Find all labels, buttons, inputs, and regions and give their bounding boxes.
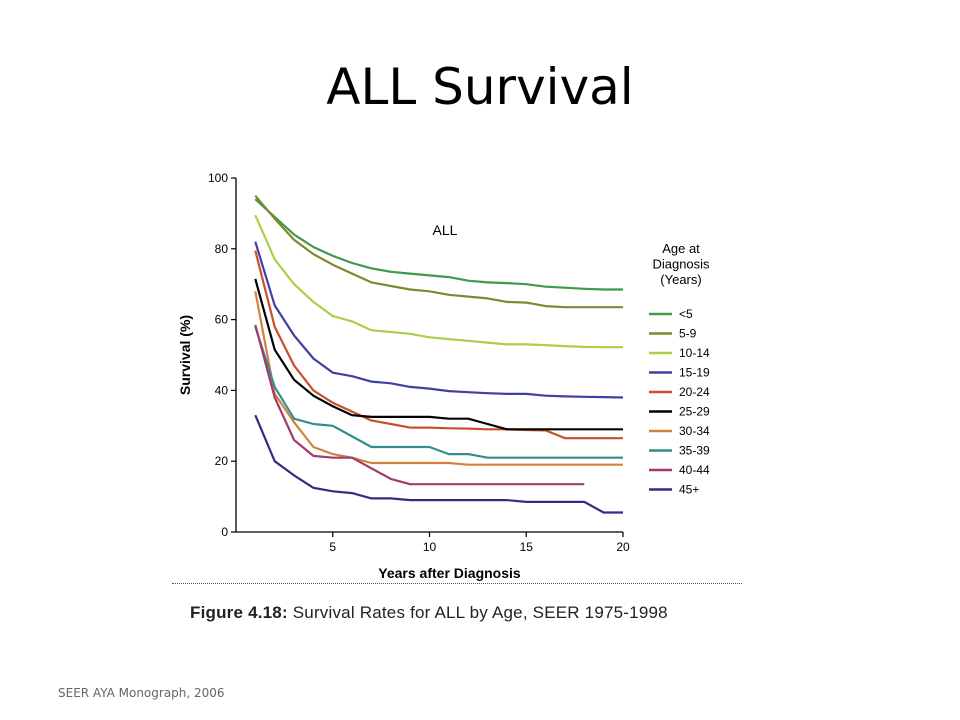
- chart-inner-title: ALL: [433, 222, 458, 238]
- legend-label: 15-19: [679, 366, 710, 380]
- slide-title: ALL Survival: [326, 58, 634, 116]
- series-line-0: [254, 198, 623, 291]
- legend-label: 30-34: [679, 424, 710, 438]
- series-line-8: [254, 324, 585, 486]
- legend-label: 25-29: [679, 405, 710, 419]
- legend-title-line: (Years): [660, 272, 701, 287]
- series-line-2: [254, 214, 623, 349]
- legend-title-line: Age at: [662, 241, 700, 256]
- caption-prefix: Figure 4.18:: [190, 603, 288, 622]
- legend-label: 10-14: [679, 346, 710, 360]
- caption-divider: [172, 583, 742, 584]
- y-tick-label: 80: [215, 242, 229, 256]
- x-tick-label: 5: [329, 540, 336, 554]
- y-tick-label: 0: [221, 525, 228, 539]
- x-axis-label: Years after Diagnosis: [378, 565, 521, 581]
- legend-label: 35-39: [679, 444, 710, 458]
- x-tick-label: 20: [616, 540, 630, 554]
- series-line-9: [254, 414, 623, 514]
- legend-label: 45+: [679, 483, 699, 497]
- y-tick-label: 60: [215, 313, 229, 327]
- legend-label: 40-44: [679, 463, 710, 477]
- series-line-3: [254, 241, 624, 399]
- legend-label: <5: [679, 307, 693, 321]
- legend-title-line: Diagnosis: [652, 257, 710, 272]
- x-tick-label: 10: [423, 540, 437, 554]
- series-line-1: [254, 194, 623, 309]
- series-line-4: [254, 250, 623, 440]
- y-tick-label: 100: [208, 171, 228, 185]
- series-line-7: [254, 326, 623, 459]
- y-tick-label: 40: [215, 383, 229, 397]
- source-footnote: SEER AYA Monograph, 2006: [58, 686, 225, 700]
- y-tick-label: 20: [215, 454, 229, 468]
- caption-text: Survival Rates for ALL by Age, SEER 1975…: [287, 603, 668, 622]
- y-axis-label: Survival (%): [177, 315, 193, 395]
- figure-caption: Figure 4.18: Survival Rates for ALL by A…: [190, 603, 668, 623]
- series-line-6: [254, 291, 623, 466]
- legend-label: 20-24: [679, 385, 710, 399]
- series-line-5: [254, 278, 623, 431]
- legend-label: 5-9: [679, 327, 697, 341]
- x-tick-label: 15: [520, 540, 534, 554]
